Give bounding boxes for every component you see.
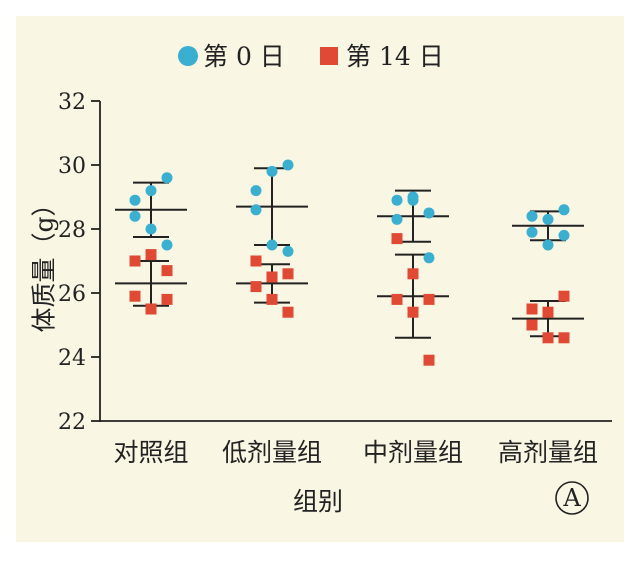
y-tick-label: 32	[58, 90, 86, 115]
y-tick-label: 28	[58, 218, 86, 243]
data-point-day14	[161, 265, 173, 277]
data-point-day0	[423, 207, 435, 219]
data-point-day0	[129, 194, 141, 206]
mean-sd-bar	[115, 260, 187, 307]
data-point-day14	[558, 332, 570, 344]
x-category-label: 中剂量组	[363, 438, 463, 467]
x-axis-title: 组别	[293, 487, 343, 516]
mean-sd-bar	[377, 253, 449, 339]
legend-label-day0: 第 0 日	[203, 42, 285, 71]
data-point-day0	[542, 213, 554, 225]
data-point-day14	[129, 290, 141, 302]
data-point-day0	[391, 213, 403, 225]
data-point-day0	[282, 245, 294, 257]
data-point-day14	[266, 293, 278, 305]
data-point-day14	[423, 354, 435, 366]
ticks-layer: 22 24 26 28 30 32	[58, 90, 100, 435]
data-point-day14	[282, 306, 294, 318]
data-point-day14	[558, 290, 570, 302]
data-point-day0	[558, 204, 570, 216]
categories-layer: 对照组 低剂量组 中剂量组 高剂量组	[113, 438, 598, 467]
data-point-day0	[145, 223, 157, 235]
y-tick-label: 24	[58, 346, 86, 371]
y-tick-label: 30	[58, 154, 86, 179]
data-point-day14	[129, 255, 141, 267]
data-point-day14	[250, 255, 262, 267]
legend: 第 0 日 第 14 日	[178, 42, 444, 71]
data-point-day0	[407, 194, 419, 206]
data-point-day0	[161, 239, 173, 251]
chart-panel	[16, 16, 624, 542]
mean-sd-bar	[512, 300, 584, 338]
y-tick-label: 26	[58, 282, 86, 307]
legend-marker-day0	[178, 46, 198, 66]
data-point-day14	[407, 306, 419, 318]
x-category-label: 低剂量组	[222, 438, 322, 467]
data-point-day14	[282, 268, 294, 280]
data-point-day0	[250, 185, 262, 197]
data-point-day14	[423, 293, 435, 305]
data-point-day0	[145, 185, 157, 197]
data-point-day14	[542, 332, 554, 344]
data-point-day14	[161, 293, 173, 305]
data-point-day14	[391, 233, 403, 245]
x-category-label: 对照组	[113, 438, 188, 467]
data-point-day0	[526, 226, 538, 238]
data-point-day0	[391, 194, 403, 206]
data-point-day14	[542, 306, 554, 318]
legend-label-day14: 第 14 日	[346, 42, 444, 71]
data-point-day0	[558, 229, 570, 241]
data-point-day14	[526, 303, 538, 315]
panel-badge: A	[555, 481, 589, 515]
data-point-day0	[542, 239, 554, 251]
data-point-day14	[391, 293, 403, 305]
data-point-day0	[161, 172, 173, 184]
legend-marker-day14	[320, 47, 338, 65]
data-point-day0	[282, 159, 294, 171]
data-point-day14	[526, 319, 538, 331]
data-point-day0	[423, 252, 435, 264]
data-point-day0	[129, 210, 141, 222]
data-point-day0	[266, 239, 278, 251]
points-layer	[129, 159, 570, 366]
data-point-day0	[250, 204, 262, 216]
data-point-day14	[250, 281, 262, 293]
data-point-day0	[266, 165, 278, 177]
data-point-day14	[407, 268, 419, 280]
data-point-day14	[145, 249, 157, 261]
y-tick-label: 22	[58, 410, 86, 435]
x-category-label: 高剂量组	[498, 438, 598, 467]
panel-badge-label: A	[562, 484, 581, 512]
data-point-day14	[266, 271, 278, 283]
panel-badge-circle	[555, 481, 589, 515]
data-point-day0	[526, 210, 538, 222]
y-axis-title: 体质量（g）	[30, 191, 59, 332]
errorbars-layer	[115, 167, 584, 339]
data-point-day14	[145, 303, 157, 315]
mean-sd-bar	[236, 167, 308, 246]
